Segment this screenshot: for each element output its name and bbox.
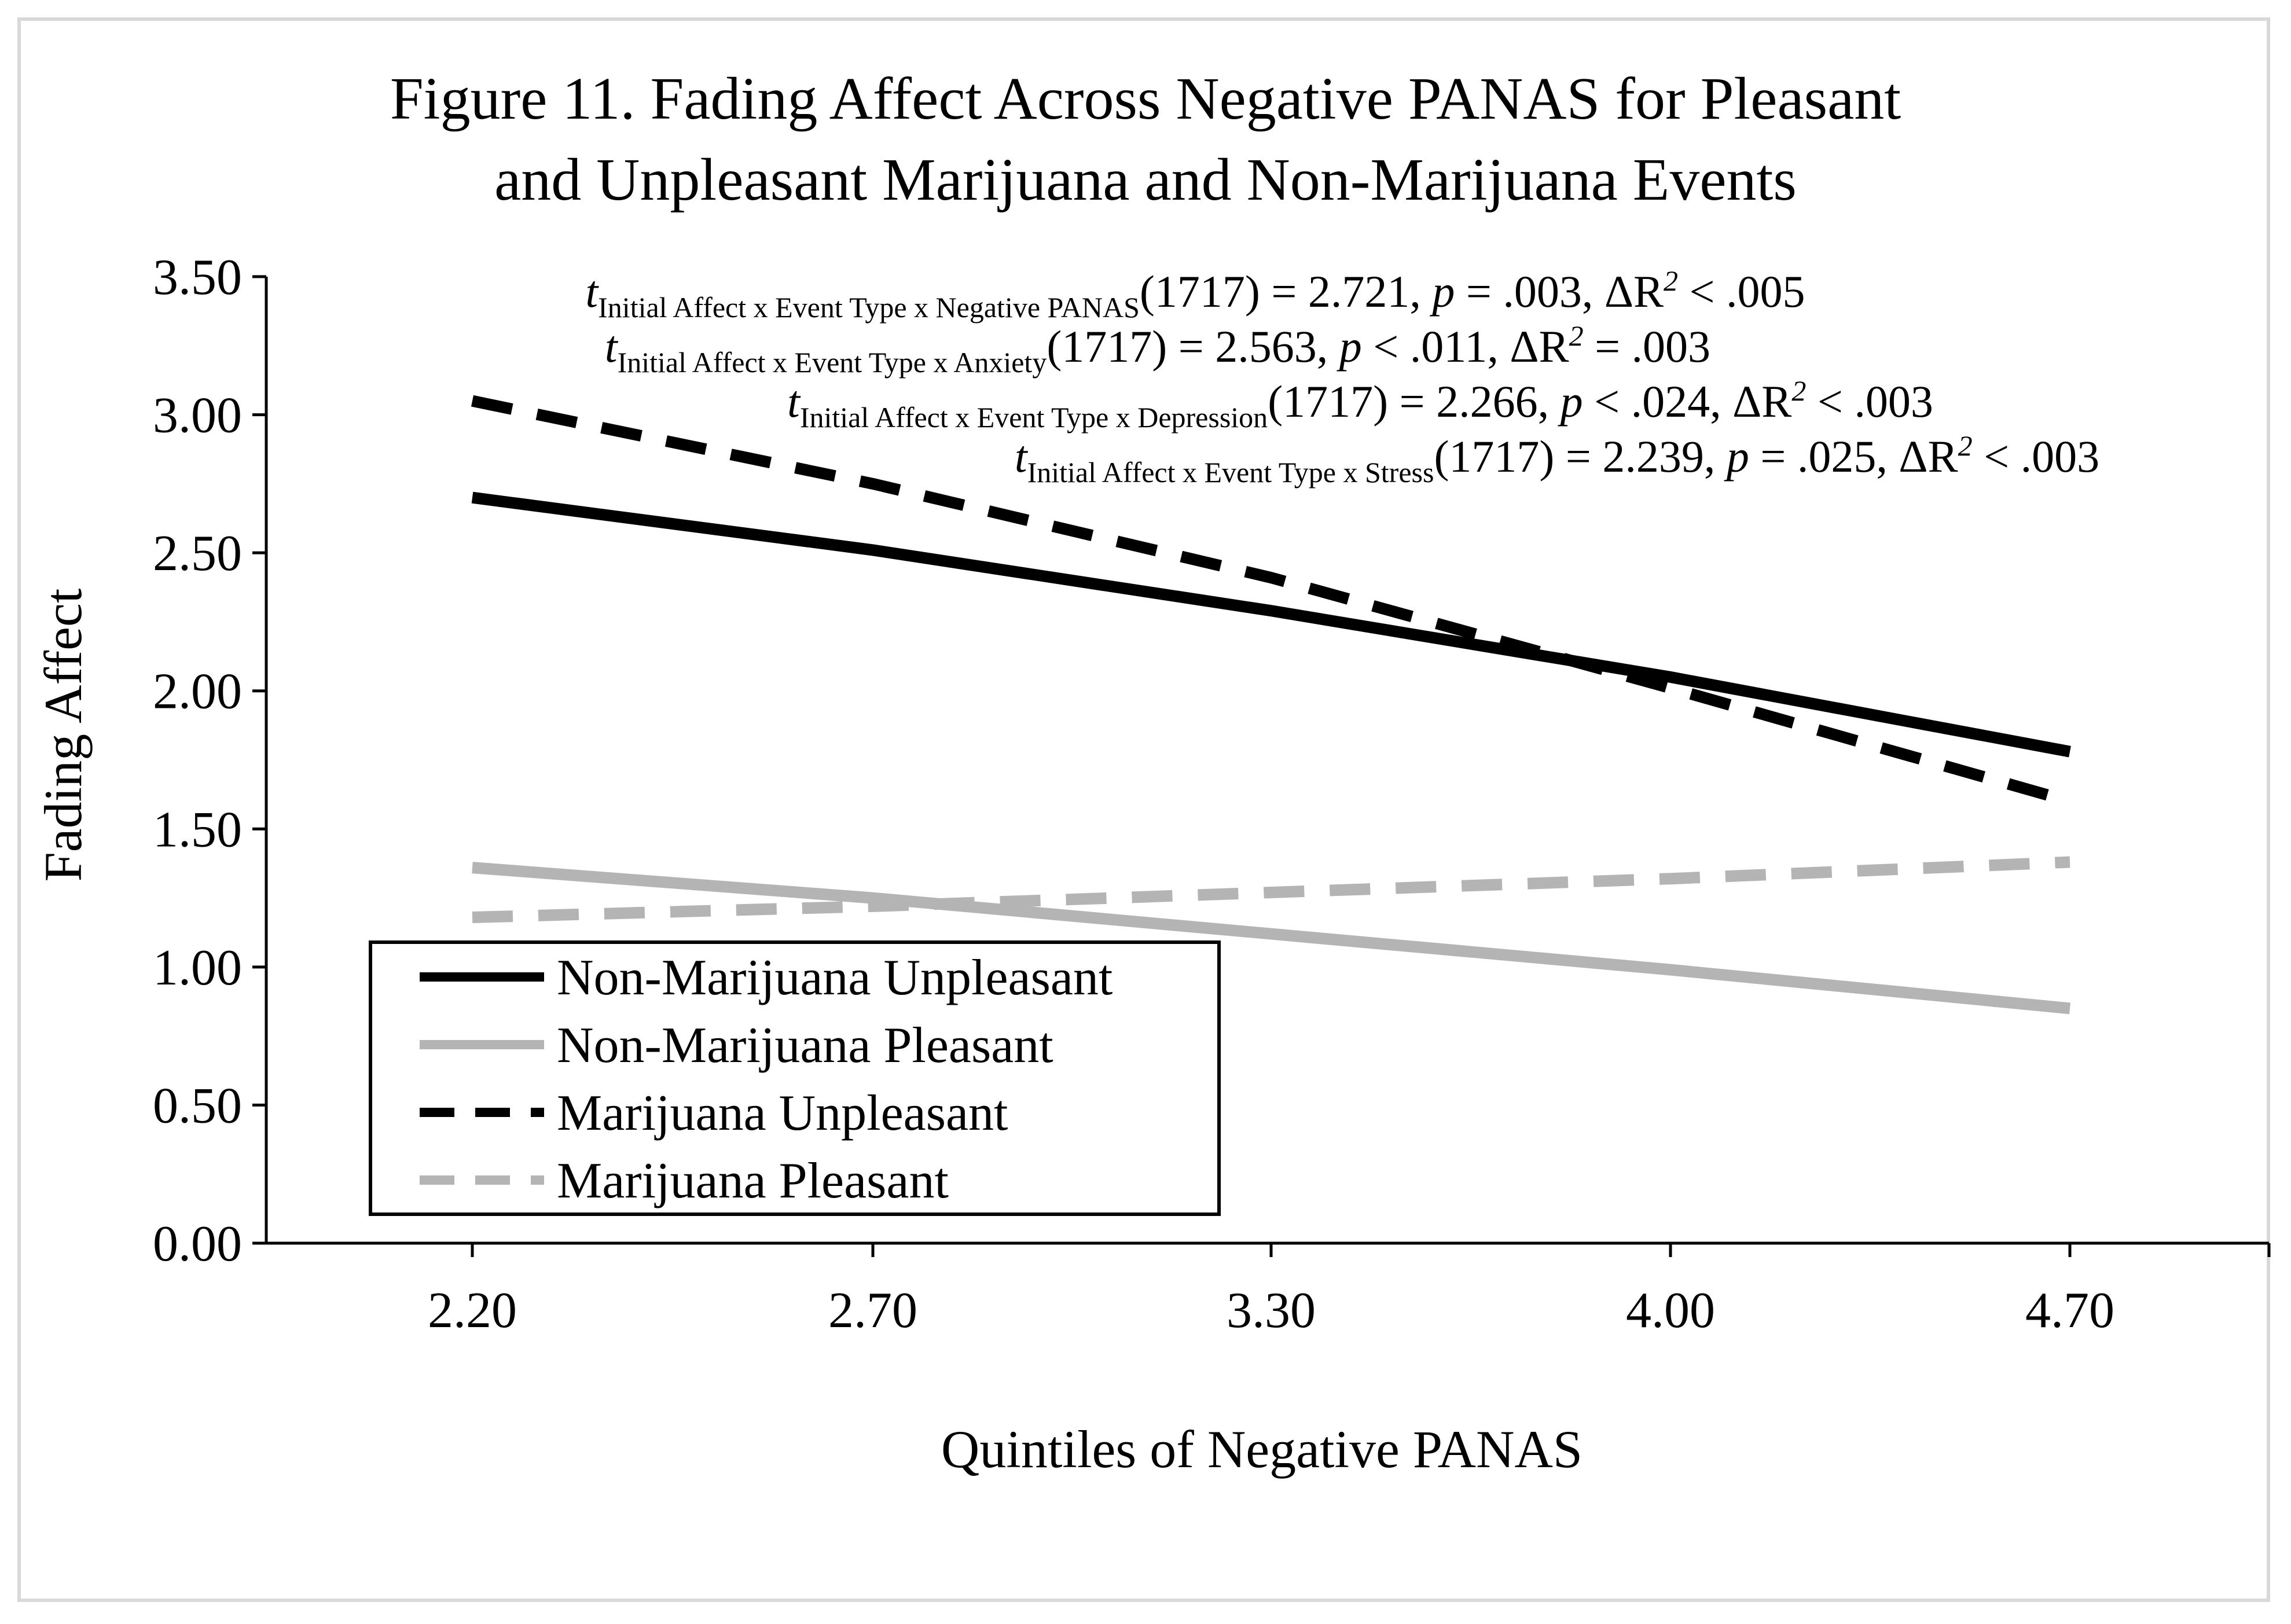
legend-label-marijuana-unpleasant: Marijuana Unpleasant bbox=[557, 1085, 1008, 1141]
series-line-marijuana-pleasant bbox=[472, 856, 2070, 923]
y-tick-label: 1.00 bbox=[153, 940, 242, 996]
legend-label-marijuana-pleasant: Marijuana Pleasant bbox=[557, 1153, 949, 1209]
stat-annotation-1: tInitial Affect x Event Type x Negative … bbox=[585, 264, 1805, 324]
chart-title-line-1: Figure 11. Fading Affect Across Negative… bbox=[390, 65, 1901, 132]
y-tick-label: 2.50 bbox=[153, 526, 242, 582]
x-tick-label: 3.30 bbox=[1227, 1283, 1316, 1339]
legend: Non-Marijuana Unpleasant Non-Marijuana Pl… bbox=[369, 940, 1221, 1216]
series-line-non-marijuana-unpleasant bbox=[471, 491, 2071, 758]
stat-annotation-2: tInitial Affect x Event Type x Anxiety(1… bbox=[605, 319, 1710, 379]
x-tick-label: 4.00 bbox=[1626, 1283, 1715, 1339]
series-line-marijuana-unpleasant bbox=[471, 395, 2072, 807]
x-tick-labels: 2.20 2.70 3.30 4.00 4.70 bbox=[428, 1283, 2114, 1339]
y-tick-label: 0.00 bbox=[153, 1216, 242, 1272]
y-tick-label: 1.50 bbox=[153, 802, 242, 858]
x-tick-label: 2.70 bbox=[828, 1283, 917, 1339]
x-tick-label: 4.70 bbox=[2025, 1283, 2114, 1339]
legend-label-non-marijuana-pleasant: Non-Marijuana Pleasant bbox=[557, 1017, 1053, 1074]
chart-title-line-2: and Unpleasant Marijuana and Non-Marijua… bbox=[494, 146, 1797, 213]
stat-annotation-3: tInitial Affect x Event Type x Depressio… bbox=[787, 374, 1933, 433]
y-tick-labels: 0.00 0.50 1.00 1.50 2.00 2.50 3.00 3.50 bbox=[153, 249, 242, 1272]
legend-box bbox=[369, 940, 1221, 1216]
legend-label-non-marijuana-unpleasant: Non-Marijuana Unpleasant bbox=[557, 950, 1113, 1006]
x-axis-label: Quintiles of Negative PANAS bbox=[941, 1420, 1583, 1479]
axes bbox=[252, 275, 2271, 1257]
stat-annotations: tInitial Affect x Event Type x Negative … bbox=[585, 264, 2099, 488]
series-line-non-marijuana-pleasant bbox=[472, 862, 2070, 1015]
y-tick-label: 3.00 bbox=[153, 388, 242, 444]
stat-annotation-4: tInitial Affect x Event Type x Stress(17… bbox=[1015, 429, 2099, 488]
y-axis-label: Fading Affect bbox=[34, 588, 93, 881]
y-tick-label: 0.50 bbox=[153, 1078, 242, 1134]
x-tick-label: 2.20 bbox=[428, 1283, 517, 1339]
y-tick-label: 3.50 bbox=[153, 249, 242, 306]
y-tick-label: 2.00 bbox=[153, 664, 242, 720]
series-lines bbox=[471, 395, 2072, 1015]
chart-frame bbox=[17, 17, 2270, 1602]
